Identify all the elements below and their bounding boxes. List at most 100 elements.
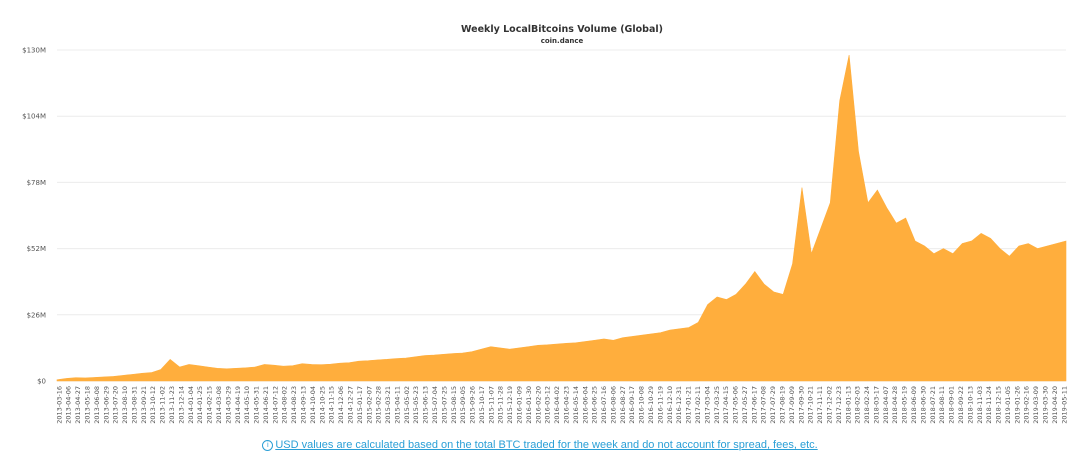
- x-tick-label: 2014-08-02: [281, 386, 289, 424]
- x-tick-label: 2014-12-27: [346, 386, 354, 424]
- x-tick-label: 2018-11-24: [985, 386, 993, 424]
- x-tick-label: 2015-08-15: [450, 386, 458, 424]
- footnote-text: USD values are calculated based on the t…: [275, 439, 818, 451]
- x-tick-label: 2013-05-18: [83, 386, 91, 424]
- info-icon: i: [262, 440, 274, 451]
- x-tick-label: 2013-04-27: [74, 386, 82, 424]
- y-tick-label: $0: [37, 378, 46, 386]
- x-tick-label: 2016-01-30: [525, 386, 533, 424]
- x-tick-label: 2016-09-17: [628, 386, 636, 424]
- x-tick-label: 2017-12-02: [825, 386, 833, 424]
- x-tick-label: 2015-05-23: [412, 386, 420, 424]
- x-tick-label: 2019-01-05: [1004, 386, 1012, 424]
- x-tick-label: 2018-08-11: [938, 386, 946, 424]
- x-tick-label: 2017-03-25: [713, 386, 721, 424]
- x-tick-label: 2017-06-17: [750, 386, 758, 424]
- x-tick-label: 2018-09-01: [948, 386, 956, 424]
- x-tick-label: 2016-05-14: [572, 386, 580, 424]
- x-tick-label: 2019-03-30: [1042, 386, 1050, 424]
- x-tick-label: 2016-06-04: [581, 386, 589, 424]
- x-tick-label: 2018-01-13: [844, 386, 852, 424]
- x-tick-label: 2017-07-29: [769, 386, 777, 424]
- x-tick-label: 2014-02-15: [206, 386, 214, 424]
- x-tick-label: 2014-05-31: [253, 386, 261, 424]
- x-tick-label: 2013-04-06: [65, 386, 73, 424]
- y-axis: $0 $26M $52M $78M $104M $130M: [22, 47, 46, 386]
- x-tick-label: 2018-02-24: [863, 386, 871, 424]
- x-tick-label: 2015-04-11: [393, 386, 401, 424]
- x-tick-label: 2017-04-15: [722, 386, 730, 424]
- x-tick-label: 2014-11-15: [328, 386, 336, 424]
- x-tick-label: 2016-10-29: [647, 386, 655, 424]
- x-tick-label: 2015-11-07: [487, 386, 495, 424]
- x-tick-label: 2014-01-04: [187, 386, 195, 424]
- x-tick-label: 2018-11-03: [976, 386, 984, 424]
- x-tick-label: 2018-09-22: [957, 386, 965, 424]
- x-tick-label: 2014-09-13: [300, 386, 308, 424]
- x-tick-label: 2017-02-11: [694, 386, 702, 424]
- x-tick-label: 2016-06-25: [591, 386, 599, 424]
- x-tick-label: 2014-01-25: [196, 386, 204, 424]
- y-tick-label: $78M: [27, 179, 46, 187]
- x-tick-label: 2014-08-23: [290, 386, 298, 424]
- x-tick-label: 2015-05-02: [403, 386, 411, 424]
- x-tick-label: 2016-04-02: [553, 386, 561, 424]
- x-tick-label: 2015-01-17: [356, 386, 364, 424]
- x-tick-label: 2017-07-08: [760, 386, 768, 424]
- x-tick-label: 2019-05-11: [1060, 386, 1068, 424]
- x-tick-label: 2017-12-23: [835, 386, 843, 424]
- x-tick-label: 2013-06-29: [102, 386, 110, 424]
- x-tick-label: 2013-06-08: [93, 386, 101, 424]
- y-tick-label: $26M: [27, 311, 46, 319]
- x-tick-label: 2018-03-17: [872, 386, 880, 424]
- x-tick-label: 2018-04-07: [882, 386, 890, 424]
- x-tick-label: 2015-12-19: [506, 386, 514, 424]
- x-tick-label: 2017-09-30: [797, 386, 805, 424]
- x-tick-label: 2015-02-07: [365, 386, 373, 424]
- x-tick-label: 2019-01-26: [1013, 386, 1021, 424]
- x-tick-label: 2014-12-06: [337, 386, 345, 424]
- x-tick-label: 2014-10-04: [309, 386, 317, 424]
- x-tick-label: 2013-11-02: [159, 386, 167, 424]
- x-tick-label: 2013-11-23: [168, 386, 176, 424]
- x-tick-label: 2016-01-09: [516, 386, 524, 424]
- x-tick-label: 2015-07-25: [440, 386, 448, 424]
- x-tick-label: 2015-06-13: [422, 386, 430, 424]
- x-tick-label: 2015-02-28: [375, 386, 383, 424]
- x-tick-label: 2014-05-10: [243, 386, 251, 424]
- x-tick-label: 2017-03-04: [703, 386, 711, 424]
- x-tick-label: 2014-10-25: [318, 386, 326, 424]
- y-tick-label: $52M: [27, 245, 46, 253]
- y-tick-label: $130M: [22, 47, 46, 55]
- x-tick-label: 2016-04-23: [562, 386, 570, 424]
- x-tick-label: 2018-06-09: [910, 386, 918, 424]
- x-tick-label: 2015-11-28: [497, 386, 505, 424]
- footnote: i USD values are calculated based on the …: [0, 439, 1080, 451]
- chart-subtitle: coin.dance: [541, 37, 584, 45]
- footnote-link[interactable]: i USD values are calculated based on the …: [262, 439, 818, 451]
- x-tick-label: 2014-06-21: [262, 386, 270, 424]
- x-tick-label: 2013-09-21: [140, 386, 148, 424]
- x-tick-label: 2018-02-03: [854, 386, 862, 424]
- x-tick-label: 2018-04-28: [891, 386, 899, 424]
- x-tick-label: 2015-09-05: [459, 386, 467, 424]
- x-tick-label: 2016-02-20: [534, 386, 542, 424]
- x-tick-label: 2016-12-10: [666, 386, 674, 424]
- x-tick-label: 2015-03-21: [384, 386, 392, 424]
- x-tick-label: 2013-10-12: [149, 386, 157, 424]
- x-tick-label: 2016-07-16: [600, 386, 608, 424]
- x-tick-label: 2017-01-21: [685, 386, 693, 424]
- x-tick-label: 2013-03-16: [55, 386, 63, 424]
- x-tick-label: 2013-08-31: [130, 386, 138, 424]
- x-tick-label: 2016-10-08: [638, 386, 646, 424]
- x-tick-label: 2019-04-20: [1051, 386, 1059, 424]
- x-tick-label: 2017-05-27: [741, 386, 749, 424]
- x-tick-label: 2016-08-06: [609, 386, 617, 424]
- x-tick-label: 2018-05-19: [901, 386, 909, 424]
- series-area: [56, 55, 1067, 382]
- x-tick-label: 2014-03-29: [224, 386, 232, 424]
- x-tick-label: 2017-05-06: [732, 386, 740, 424]
- chart-title: Weekly LocalBitcoins Volume (Global): [461, 24, 663, 35]
- x-tick-label: 2016-03-12: [544, 386, 552, 424]
